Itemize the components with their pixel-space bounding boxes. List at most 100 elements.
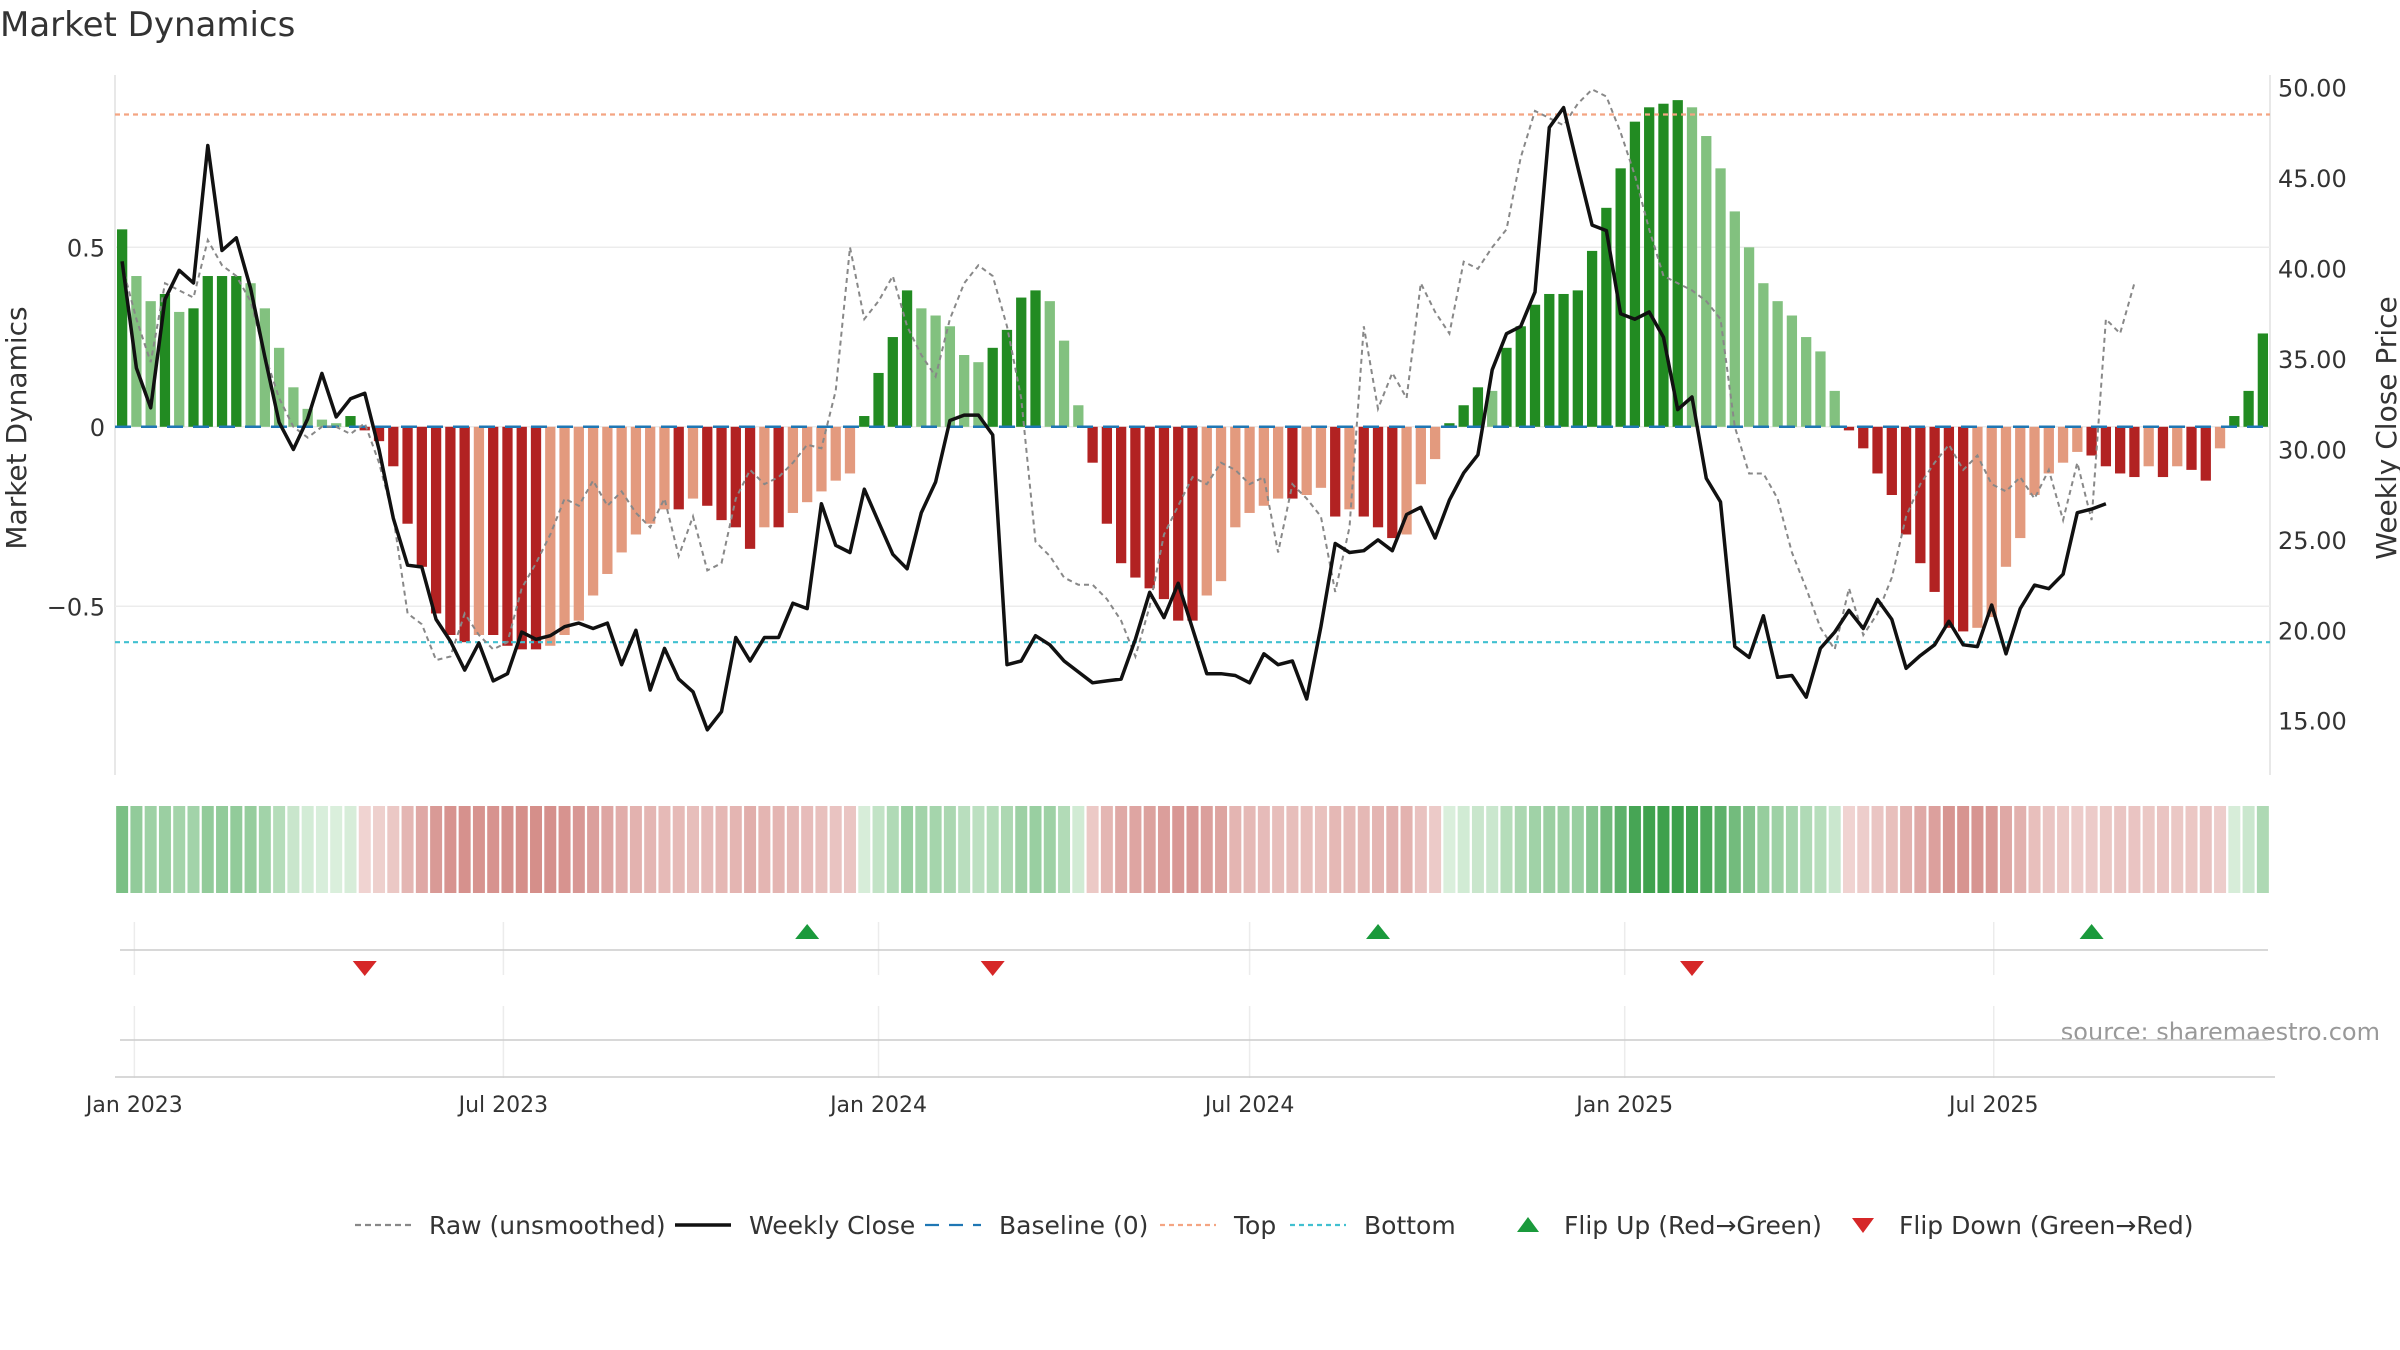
dynamics-bar: [1943, 426, 1955, 628]
heatmap-cell: [1129, 806, 1142, 893]
dynamics-bar: [402, 426, 413, 524]
heatmap-cell: [1985, 806, 1998, 893]
x-tick-label: Jan 2023: [84, 1093, 183, 1118]
dynamics-bar: [1101, 426, 1113, 524]
heatmap-cell: [130, 806, 143, 893]
weekly-close-line: [120, 105, 2107, 732]
dynamics-bar: [288, 387, 299, 427]
dynamics-bar: [1215, 426, 1227, 582]
heatmap-cell: [1086, 806, 1099, 893]
legend: Raw (unsmoothed) Weekly Close Baseline (0)…: [355, 1211, 2194, 1240]
heatmap-cell: [558, 806, 571, 893]
dynamics-bar: [2100, 426, 2112, 467]
dynamics-bar: [1586, 250, 1598, 427]
dynamics-bar: [1458, 405, 1469, 427]
dynamics-bar: [2029, 426, 2040, 495]
dynamics-bar: [2043, 426, 2054, 474]
dynamics-bar: [1358, 426, 1369, 517]
dynamics-bar: [759, 426, 770, 528]
dynamics-bar: [1230, 426, 1241, 528]
dynamics-bar: [1772, 301, 1783, 427]
dynamics-bar: [1672, 100, 1683, 427]
dynamics-bar: [602, 426, 613, 574]
dynamics-bar: [1401, 426, 1412, 535]
heatmap-cell: [1229, 806, 1242, 893]
legend-label: Top: [1233, 1211, 1276, 1240]
dynamics-bar: [1073, 405, 1084, 427]
dynamics-bar: [502, 426, 513, 646]
dynamics-bar: [1829, 390, 1840, 427]
heatmap-cell: [2028, 806, 2041, 893]
heatmap-cell: [986, 806, 999, 893]
heatmap-cell: [1942, 806, 1955, 893]
heatmap-cell: [116, 806, 129, 893]
heatmap-cell: [658, 806, 671, 893]
dynamics-bar: [116, 229, 128, 427]
legend-symbol: [1852, 1218, 1874, 1233]
dynamics-bar: [416, 426, 427, 567]
flip-markers-panel: [120, 922, 2268, 976]
heatmap-cell: [1614, 806, 1627, 893]
right-tick-label: 25.00: [2278, 527, 2347, 555]
raw-unsmoothed-line: [121, 88, 2136, 662]
dynamics-bar: [188, 308, 199, 427]
heatmap-cell: [1000, 806, 1013, 893]
heatmap-cell: [1657, 806, 1670, 893]
dynamics-bar: [216, 276, 228, 427]
dynamics-bar: [1130, 426, 1141, 578]
dynamics-bar: [1729, 211, 1740, 427]
dynamics-bar: [1001, 329, 1013, 427]
heatmap-cell: [858, 806, 871, 893]
left-tick-label: −0.5: [47, 593, 105, 621]
left-tick-label: 0.5: [67, 234, 105, 262]
dynamics-bar: [2229, 416, 2240, 427]
dynamics-bar: [673, 426, 684, 510]
heatmap-cell: [1414, 806, 1427, 893]
dynamics-bar: [1900, 426, 1912, 535]
dynamics-bar: [245, 283, 256, 427]
heatmap-cell: [2256, 806, 2269, 893]
heatmap-cell: [2042, 806, 2055, 893]
heatmap-cell: [2085, 806, 2098, 893]
dynamics-bar: [1301, 426, 1312, 495]
right-tick-label: 35.00: [2278, 346, 2347, 374]
flip-up-marker: [795, 924, 820, 939]
x-tick-label: Jul 2024: [1203, 1093, 1295, 1118]
heatmap-cell: [1357, 806, 1370, 893]
dynamics-bar: [2015, 426, 2026, 539]
dynamics-bar: [873, 372, 884, 427]
dynamics-bar: [2072, 426, 2083, 452]
main-panel: −0.5 0 0.5 15.00 20.00 25.00 30.00 35.00 40.00 45…: [0, 75, 2400, 775]
flip-down-marker: [352, 961, 377, 976]
dynamics-bar: [1972, 426, 1983, 628]
heatmap-cell: [1300, 806, 1313, 893]
heatmap-cell: [330, 806, 343, 893]
legend-label: Bottom: [1364, 1211, 1456, 1240]
heatmap-cell: [1600, 806, 1613, 893]
dynamics-bar: [1615, 168, 1626, 427]
heatmap-cell: [958, 806, 971, 893]
dynamics-bar: [887, 337, 898, 427]
right-tick-label: 50.00: [2278, 75, 2347, 103]
heatmap-cell: [415, 806, 428, 893]
dynamics-bar: [473, 426, 485, 635]
heatmap-cell: [2014, 806, 2027, 893]
dynamics-bar: [1144, 426, 1155, 589]
heatmap-cell: [829, 806, 842, 893]
dynamics-bar: [687, 426, 699, 499]
heatmap-cell: [315, 806, 328, 893]
dynamics-bar: [2186, 426, 2197, 470]
dynamics-bar: [1872, 426, 1883, 474]
legend-symbol: [1517, 1217, 1539, 1232]
dynamics-bar: [1272, 426, 1284, 499]
dynamics-bar: [944, 326, 956, 427]
dynamics-bar: [530, 426, 542, 650]
heatmap-cell: [1771, 806, 1784, 893]
heatmap-cell: [1971, 806, 1984, 893]
dynamics-bar: [145, 301, 156, 427]
heatmap-cell: [2156, 806, 2169, 893]
dynamics-bar: [659, 426, 670, 510]
dynamics-bar: [1429, 426, 1441, 460]
heatmap-cell: [1286, 806, 1299, 893]
heatmap-cell: [772, 806, 785, 893]
